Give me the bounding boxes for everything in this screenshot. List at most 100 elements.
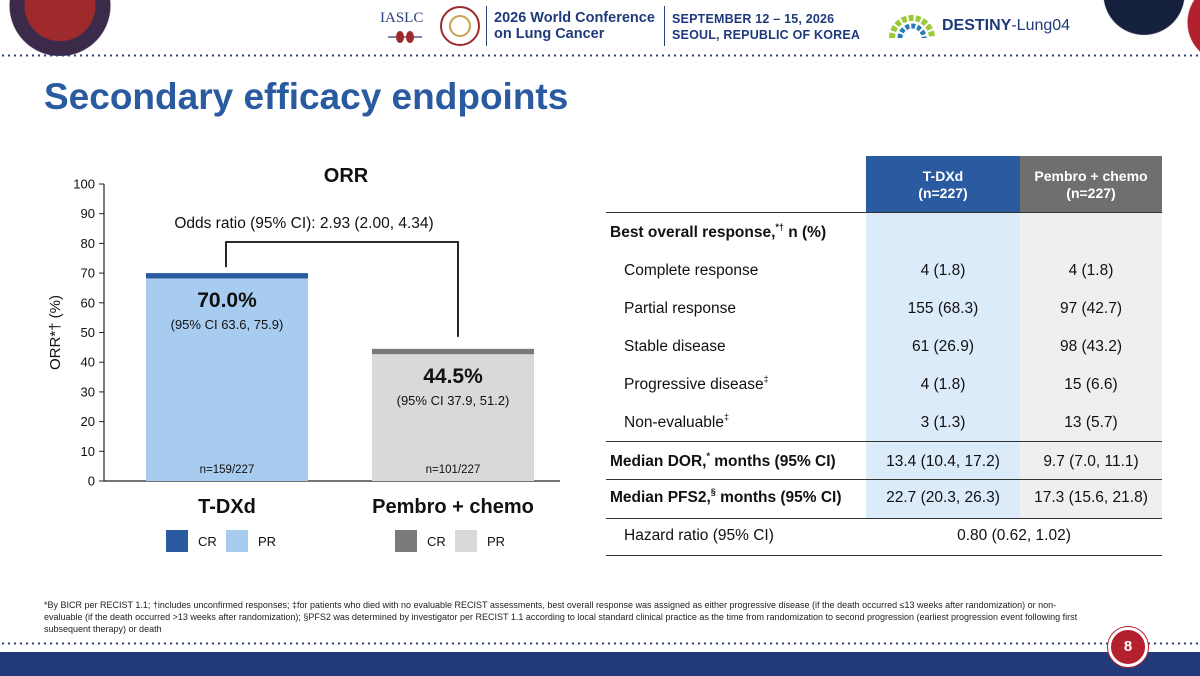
legend-label: CR (198, 534, 217, 549)
bar-total-label: 70.0% (197, 289, 257, 312)
column-header-tdxd-arm: T-DXd (922, 168, 964, 184)
cell-pembro: 17.3 (15.6, 21.8) (1034, 489, 1148, 506)
trial-suffix: -Lung04 (1011, 17, 1071, 34)
dor-label-sup: * (706, 451, 710, 461)
table-rule (606, 479, 1162, 480)
conference-title: 2026 World Conference on Lung Cancer (494, 10, 655, 42)
column-header-pembro-arm: Pembro + chemo (1034, 168, 1148, 184)
bar-ci-label: (95% CI 63.6, 75.9) (171, 317, 284, 332)
bar-n-label: n=159/227 (200, 464, 255, 476)
y-tick-label: 100 (73, 177, 95, 192)
row-label: Non-evaluable‡ (624, 412, 729, 432)
row-label-text: Partial response (624, 300, 737, 317)
section-label: Best overall response,*† n (%) (610, 222, 827, 242)
conference-date-line1: SEPTEMBER 12 – 15, 2026 (672, 12, 835, 26)
y-tick-label: 0 (88, 474, 95, 489)
legend-label: PR (487, 534, 505, 549)
bar-cr-pembro (372, 348, 534, 355)
decorative-corner-art-left (0, 0, 150, 56)
bar-pr-pembro (372, 354, 534, 481)
cell-pembro: 4 (1.8) (1068, 262, 1114, 279)
trial-logo-text: DESTINY-Lung04 (942, 17, 1070, 35)
legend-label: CR (427, 534, 446, 549)
seal-inner-ring (449, 15, 471, 37)
cell-tdxd: 3 (1.3) (920, 414, 966, 431)
bar-pr-tdxd (146, 278, 308, 481)
conference-title-line1: 2026 World Conference (494, 10, 655, 26)
cell-pembro: 15 (6.6) (1064, 376, 1118, 393)
header-separator (486, 6, 487, 46)
footer-band (0, 652, 1200, 676)
header-separator (664, 6, 665, 46)
section-label-suffix: n (%) (783, 224, 827, 241)
legend-swatch-pr (226, 530, 248, 552)
tdxd-column-shade (866, 212, 1020, 518)
header-dotted-rule (0, 54, 1200, 57)
korea-seal-icon (440, 6, 480, 46)
cell-pembro: 9.7 (7.0, 11.1) (1043, 453, 1139, 470)
row-label-text: Progressive disease (624, 376, 764, 393)
legend-swatch-pr (455, 530, 477, 552)
y-tick-label: 60 (81, 295, 95, 310)
cell-pembro: 13 (5.7) (1064, 414, 1118, 431)
odds-ratio-bracket (225, 241, 459, 337)
y-tick-label: 70 (81, 266, 95, 281)
x-category-label: Pembro + chemo (372, 496, 534, 518)
cell-tdxd: 155 (68.3) (907, 300, 979, 317)
y-tick-label: 80 (81, 236, 95, 251)
orr-chart: ORR ORR*† (%) 0 10 20 30 40 50 60 70 80 90 100 70.0% (… (40, 160, 600, 560)
row-label-sup: ‡ (723, 412, 729, 422)
section-label-sup: *† (775, 222, 784, 232)
row-label-text: Stable disease (624, 338, 726, 355)
y-tick-label: 10 (81, 444, 95, 459)
cell-tdxd: 4 (1.8) (920, 376, 966, 393)
page-title: Secondary efficacy endpoints (44, 76, 569, 117)
orr-chart-svg: ORR ORR*† (%) 0 10 20 30 40 50 60 70 80 90 100 70.0% (… (47, 165, 560, 552)
row-label: Complete response (624, 262, 758, 280)
y-tick-label: 40 (81, 355, 95, 370)
response-table: T-DXd (n=227) Pembro + chemo (n=227) Bes… (606, 156, 1162, 558)
pfs2-label-suffix: months (95% CI) (715, 489, 842, 506)
pfs2-label: Median PFS2, (610, 489, 711, 506)
conference-header: IASLC 2026 World Conference on Lung Canc… (0, 0, 1200, 56)
dor-label: Median DOR, (610, 453, 707, 470)
page-number-badge: 8 (1108, 627, 1148, 667)
cell-pembro: 98 (43.2) (1059, 338, 1123, 355)
section-label-text: Best overall response, (610, 224, 776, 241)
table-rule (606, 518, 1162, 519)
cell-tdxd: 4 (1.8) (920, 262, 966, 279)
legend-label: PR (258, 534, 276, 549)
table-rule (606, 441, 1162, 442)
row-label-text: Complete response (624, 262, 759, 279)
row-label-sup: ‡ (763, 374, 769, 384)
iaslc-lungs-icon (388, 31, 422, 43)
legend-swatch-cr (166, 530, 188, 552)
dor-label-suffix: months (95% CI) (709, 453, 836, 470)
destiny-arc-icon (889, 15, 935, 39)
cell-tdxd: 22.7 (20.3, 26.3) (886, 489, 1000, 506)
pfs2-label-sup: § (710, 487, 716, 497)
x-category-label: T-DXd (198, 496, 256, 518)
footer-dotted-rule (0, 642, 1200, 645)
bar-cr-tdxd (146, 273, 308, 279)
cell-tdxd: 61 (26.9) (911, 338, 975, 355)
pembro-column-shade (1020, 212, 1162, 518)
column-header-tdxd-n: (n=227) (918, 185, 968, 201)
y-tick-label: 90 (81, 206, 95, 221)
table-rule (606, 212, 1162, 213)
decorative-corner-art-right (1060, 0, 1200, 56)
column-header-tdxd: T-DXd (n=227) (866, 156, 1020, 212)
trial-name: DESTINY (942, 17, 1012, 34)
cell-hazard-ratio: 0.80 (0.62, 1.02) (957, 527, 1071, 544)
chart-title: ORR (324, 165, 369, 187)
iaslc-logo-text: IASLC (380, 10, 424, 26)
conference-location-line: SEOUL, REPUBLIC OF KOREA (672, 28, 861, 42)
conference-title-line2: on Lung Cancer (494, 26, 605, 42)
column-header-pembro-n: (n=227) (1066, 185, 1116, 201)
footnote: *By BICR per RECIST 1.1; †includes uncon… (44, 600, 1078, 634)
row-label: Partial response (624, 300, 736, 318)
cell-tdxd: 13.4 (10.4, 17.2) (886, 453, 1000, 470)
conference-date: SEPTEMBER 12 – 15, 2026 SEOUL, REPUBLIC … (672, 11, 860, 43)
column-header-pembro: Pembro + chemo (n=227) (1020, 156, 1162, 212)
bar-total-label: 44.5% (423, 365, 483, 388)
